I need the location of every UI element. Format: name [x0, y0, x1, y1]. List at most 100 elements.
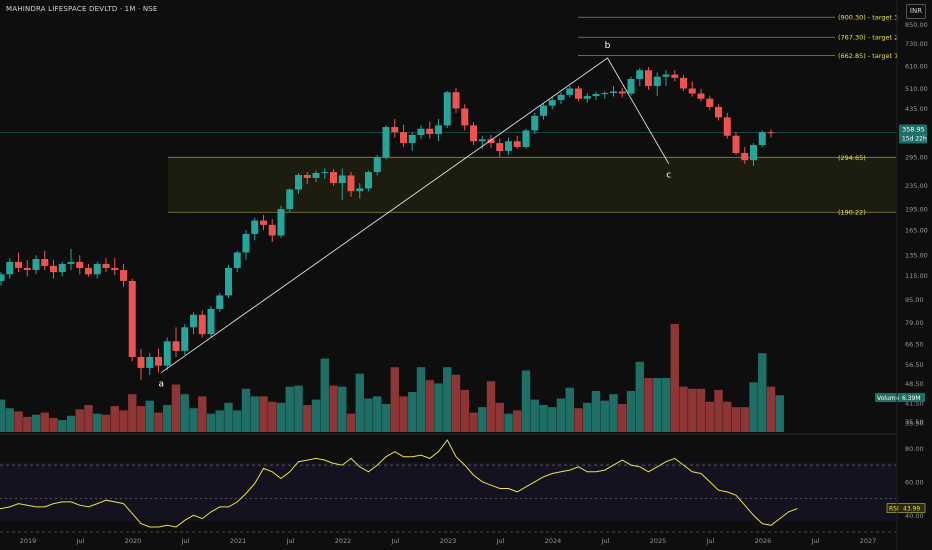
- candle-body: [496, 143, 504, 151]
- candle-body: [32, 259, 40, 271]
- time-tick-label: Jul: [496, 537, 505, 545]
- rsi-tag-value: 43.99: [903, 506, 920, 513]
- price-tick-label: 115.00: [905, 272, 928, 280]
- volume-bar: [688, 388, 697, 432]
- volume-bar: [469, 412, 478, 432]
- candle-body: [373, 157, 381, 173]
- volume-bar: [154, 412, 163, 432]
- candle-body: [601, 92, 609, 95]
- volume-bar: [49, 417, 58, 432]
- candle-body: [23, 267, 31, 271]
- volume-bar: [180, 394, 189, 432]
- candle-body: [41, 259, 49, 266]
- volume-bar: [679, 386, 688, 432]
- volume-bar: [215, 410, 224, 432]
- volume-bar: [556, 398, 566, 432]
- price-tick-label: 66.50: [905, 341, 924, 349]
- time-tick-label: Jul: [811, 537, 820, 545]
- candle-body: [426, 128, 434, 134]
- candle-body: [15, 261, 22, 268]
- volume-bar: [58, 420, 67, 432]
- volume-bar: [565, 387, 574, 432]
- volume-bar: [276, 402, 286, 432]
- time-tick-label: 2024: [545, 537, 562, 545]
- candle-body: [330, 172, 337, 184]
- volume-bar: [250, 396, 259, 432]
- volume-bar: [521, 370, 531, 432]
- time-tick-label: Jul: [706, 537, 715, 545]
- candle-body: [365, 172, 372, 189]
- time-tick-label: 2025: [650, 537, 667, 545]
- candle-body: [688, 88, 696, 94]
- price-tick-label: 850.00: [905, 21, 928, 29]
- volume-bar: [443, 367, 452, 432]
- candle-body: [242, 233, 250, 253]
- candle-body: [102, 263, 110, 268]
- volume-bar: [390, 367, 399, 432]
- wave-label-c: c: [666, 171, 671, 181]
- candle-body: [260, 220, 267, 225]
- rsi-tag: [886, 503, 926, 513]
- candle-body: [312, 173, 320, 178]
- candle-body: [645, 70, 652, 87]
- volume-bar: [66, 415, 76, 432]
- volume-bar: [696, 388, 706, 432]
- candle-body: [356, 188, 364, 192]
- candle-body: [452, 92, 460, 109]
- candle-body: [400, 132, 407, 144]
- volume-bar: [198, 396, 207, 432]
- volume-bar: [101, 414, 111, 432]
- volume-bar: [705, 401, 714, 432]
- volume-bar: [145, 400, 154, 432]
- last-price-value: 358.95: [902, 126, 925, 134]
- volume-bar: [259, 396, 268, 432]
- time-tick-label: Jul: [391, 537, 400, 545]
- volume-bar: [268, 401, 277, 432]
- time-tick-label: 2027: [860, 537, 877, 545]
- price-tick-label: 95.00: [905, 296, 924, 304]
- volume-bar: [233, 410, 242, 432]
- price-tick-label: 35.50: [905, 419, 924, 427]
- volume-bar: [486, 381, 496, 432]
- time-tick-label: 2026: [755, 537, 772, 545]
- last-price-countdown: 15d 22h: [902, 136, 927, 143]
- candle-body: [732, 135, 740, 153]
- currency-button[interactable]: INR: [906, 4, 926, 19]
- symbol-title: MAHINDRA LIFESPACE DEVLTD · 1M · NSE: [6, 5, 158, 13]
- candle-body: [391, 127, 399, 133]
- wave-abc-line: [160, 57, 670, 373]
- time-tick-label: 2019: [20, 537, 37, 545]
- candle-body: [111, 267, 119, 271]
- candle-body: [58, 263, 66, 273]
- candle-body: [610, 91, 617, 93]
- candle-body: [190, 314, 197, 328]
- rsi-tick-label: 80.00: [905, 445, 924, 453]
- volume-bar: [416, 367, 426, 432]
- volume-bar: [714, 389, 723, 432]
- volume-bar: [128, 394, 137, 432]
- rsi-band-background: [0, 462, 896, 521]
- candle-body: [0, 274, 5, 281]
- price-tick-label: 295.00: [905, 154, 928, 162]
- volume-bar: [434, 383, 443, 432]
- volume-bar: [136, 406, 146, 432]
- candle-body: [225, 267, 232, 296]
- zone-top-label: (294.65): [838, 154, 866, 162]
- candle-body: [198, 314, 206, 335]
- candle-body: [680, 77, 687, 89]
- candle-body: [767, 132, 775, 134]
- volume-bar: [425, 380, 434, 432]
- candle-body: [268, 224, 276, 236]
- wave-label-a: a: [158, 380, 164, 390]
- candle-body: [662, 74, 670, 77]
- target-label: (900.30) - target 3: [838, 14, 898, 22]
- target-label: (767.30) - target 2: [838, 34, 898, 42]
- candle-body: [522, 130, 530, 147]
- volume-bar: [644, 378, 653, 432]
- volume-bar: [311, 399, 321, 432]
- price-tick-label: 135.00: [905, 252, 928, 260]
- candle-body: [741, 152, 749, 161]
- volume-bar: [206, 413, 216, 432]
